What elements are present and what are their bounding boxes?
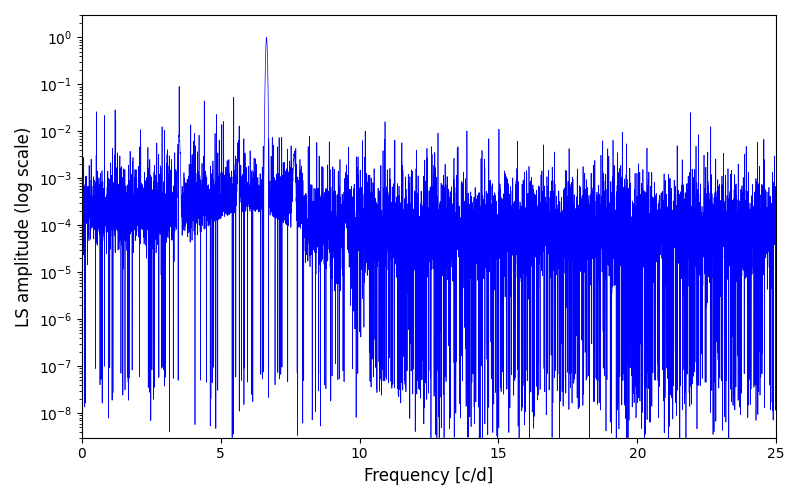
X-axis label: Frequency [c/d]: Frequency [c/d]: [364, 467, 494, 485]
Y-axis label: LS amplitude (log scale): LS amplitude (log scale): [15, 126, 33, 326]
